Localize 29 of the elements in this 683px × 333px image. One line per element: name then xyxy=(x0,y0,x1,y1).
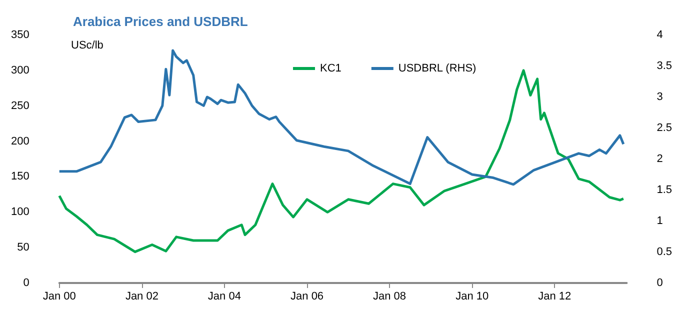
x-tick-label: Jan 02 xyxy=(125,290,158,302)
y2-tick-label: 3.5 xyxy=(656,60,672,72)
y2-tick-label: 3 xyxy=(656,91,663,103)
x-tick-label: Jan 10 xyxy=(456,290,489,302)
y-tick-label: 150 xyxy=(10,170,30,183)
y-tick-label: 350 xyxy=(10,29,30,41)
y2-tick-label: 0.5 xyxy=(656,246,672,258)
legend-label: KC1 xyxy=(320,62,342,74)
y2-tick-label: 1 xyxy=(656,215,663,227)
chart-title: Arabica Prices and USDBRL xyxy=(73,14,248,29)
y-tick-label: 300 xyxy=(10,64,30,76)
x-tick-label: Jan 06 xyxy=(290,290,324,302)
x-tick-label: Jan 12 xyxy=(538,290,572,302)
y-axis-title: USc/lb xyxy=(71,40,104,52)
x-tick-label: Jan 08 xyxy=(373,290,406,302)
y2-tick-label: 4 xyxy=(656,29,663,41)
x-tick-label: Jan 04 xyxy=(208,290,241,302)
line-series xyxy=(58,49,625,186)
y-tick-label: 50 xyxy=(17,242,30,254)
y-tick-label: 100 xyxy=(10,206,30,218)
y2-tick-label: 0 xyxy=(656,277,663,289)
y2-tick-label: 2.5 xyxy=(656,122,672,134)
y2-tick-label: 2 xyxy=(656,153,663,165)
x-tick-label: Jan 00 xyxy=(42,290,76,302)
y-tick-label: 250 xyxy=(10,100,30,112)
legend-label: USDBRL (RHS) xyxy=(398,62,476,74)
y-tick-label: 0 xyxy=(23,277,30,289)
y-tick-label: 200 xyxy=(10,135,30,148)
y2-tick-label: 1.5 xyxy=(656,184,672,196)
